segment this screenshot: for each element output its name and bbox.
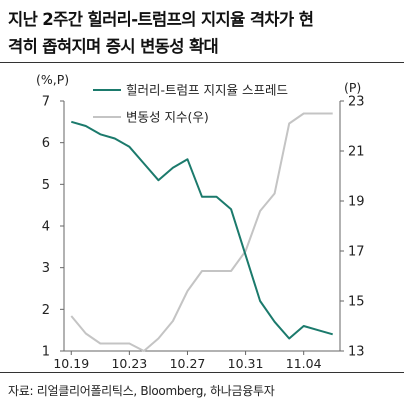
- x-tick-label: 10.31: [228, 356, 264, 371]
- right-tick-label: 23: [348, 95, 365, 110]
- x-tick-label: 10.27: [170, 356, 206, 371]
- legend-label-spread: 힐러리-트럼프 지지율 스프레드: [126, 83, 288, 98]
- left-tick-label: 4: [42, 220, 50, 235]
- volatility-series-line: [70, 112, 333, 352]
- right-tick-label: 17: [348, 245, 365, 260]
- page-title-line-1: 지난 2주간 힐러리-트럼프의 지지율 격차가 현: [8, 10, 314, 29]
- left-tick-label: 6: [42, 136, 50, 151]
- page-title-line-2: 격히 좁혀지며 증시 변동성 확대: [8, 37, 219, 56]
- left-tick-label: 2: [42, 303, 50, 318]
- left-tick-label: 5: [42, 178, 50, 193]
- x-tick-label: 10.19: [53, 356, 89, 371]
- x-tick-label: 11.04: [286, 356, 322, 371]
- right-tick-label: 21: [348, 145, 365, 160]
- right-tick-label: 19: [348, 195, 365, 210]
- left-tick-label: 1: [42, 345, 50, 360]
- right-tick-label: 15: [348, 295, 365, 310]
- title-divider: [0, 62, 404, 63]
- left-axis-unit: (%,P): [36, 72, 69, 87]
- right-tick-label: 13: [348, 345, 365, 360]
- series-layer: [70, 112, 333, 352]
- source-divider: [0, 372, 404, 373]
- spread-series-line: [71, 120, 333, 340]
- source-note: 자료: 리얼클리어폴리틱스, Bloomberg, 하나금융투자: [8, 384, 275, 398]
- left-tick-label: 7: [42, 95, 50, 110]
- x-tick-label: 10.23: [111, 356, 147, 371]
- legend-label-volatility: 변동성 지수(우): [126, 110, 209, 125]
- left-tick-label: 3: [42, 261, 50, 276]
- right-axis-unit: (P): [344, 80, 361, 95]
